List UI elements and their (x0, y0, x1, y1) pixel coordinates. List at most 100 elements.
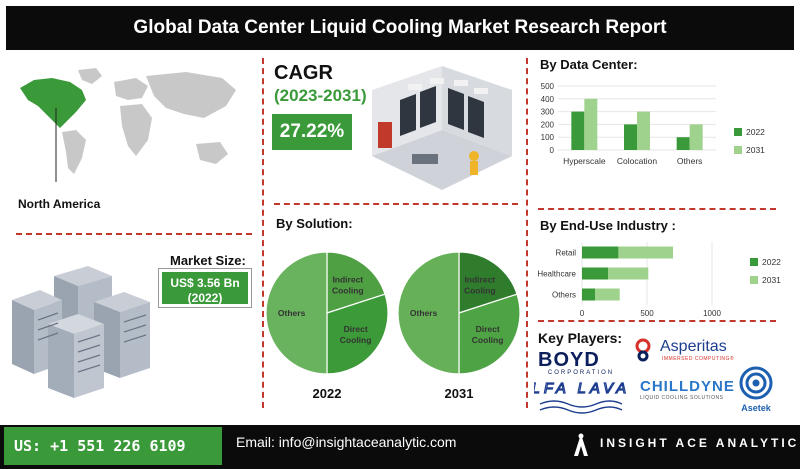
rack-tops (408, 78, 488, 94)
solution-title: By Solution: (276, 216, 353, 231)
y-tick-label: Retail (556, 249, 577, 258)
hbar-healthcare-2022 (582, 267, 608, 280)
asetek-symbol-icon (739, 366, 773, 400)
pie-label-indirect-cooling: Cooling (332, 285, 364, 295)
email-contact[interactable]: Email: info@insightaceanalytic.com (236, 434, 457, 450)
chilldyne-logo-sub: LIQUID COOLING SOLUTIONS (640, 395, 724, 401)
key-players-title: Key Players: (538, 330, 623, 346)
region-label: North America (18, 197, 101, 211)
pie-slice-direct-cooling (458, 293, 521, 375)
rack-row (400, 86, 484, 138)
divider-cagr (274, 203, 518, 205)
legend-label-2022: 2022 (746, 127, 765, 137)
legend-swatch-2031 (734, 146, 742, 154)
chilldyne-logo: CHILLDYNE LIQUID COOLING SOLUTIONS (640, 378, 735, 401)
boyd-logo: BOYD CORPORATION (538, 350, 624, 377)
y-tick-label: 100 (541, 133, 555, 142)
page-title: Global Data Center Liquid Cooling Market… (6, 6, 794, 50)
map-south-america (62, 130, 86, 174)
cagr-title: CAGR (274, 62, 333, 84)
cagr-years: (2023-2031) (274, 86, 367, 105)
bar-others-2022 (676, 137, 690, 150)
server-racks-illustration (12, 266, 150, 398)
brand-logo-icon (574, 433, 588, 456)
pie-year-2022: 2022 (312, 386, 342, 401)
divider-center-right (538, 208, 776, 210)
data-center-chart-title: By Data Center: (540, 57, 638, 72)
pie-year-2031: 2031 (444, 386, 474, 401)
y-tick-label: Healthcare (537, 270, 576, 279)
hbar-healthcare-2031 (608, 267, 649, 280)
y-tick-label: 400 (541, 95, 555, 104)
pie-label-others: Others (278, 308, 306, 318)
bar-colocation-2031 (637, 111, 650, 150)
pie-slice-indirect-cooling (326, 251, 386, 314)
y-tick-label: 300 (541, 108, 555, 117)
asetek-logo: Asetek (736, 366, 776, 413)
pie-label-indirect-cooling: Cooling (464, 285, 496, 295)
workstation-desk (412, 154, 438, 164)
market-size-title: Market Size: (170, 253, 246, 268)
alfa-laval-logo: ALFA LAVAL (516, 376, 639, 416)
alfa-laval-wordmark: ALFA LAVAL (516, 379, 639, 414)
alfa-wordmark-top: ALFA LAVAL (534, 380, 626, 397)
legend-label-2031: 2031 (762, 275, 781, 285)
worker-figure (469, 151, 479, 161)
phone-contact[interactable]: US: +1 551 226 6109 (4, 427, 222, 465)
hbar-retail-2031 (618, 246, 673, 259)
x-tick-label: 0 (580, 309, 585, 318)
map-africa (120, 104, 152, 156)
map-asia (146, 72, 236, 118)
end-use-chart-title: By End-Use Industry : (540, 218, 676, 233)
asetek-logo-text: Asetek (741, 403, 771, 413)
cagr-value: 27.22% (272, 114, 352, 150)
market-size-year: (2022) (187, 291, 223, 305)
boyd-logo-sub: CORPORATION (547, 370, 615, 376)
pie-slice-others (265, 251, 328, 375)
divider-right (526, 58, 528, 408)
world-map (20, 68, 236, 182)
map-greenland (78, 68, 102, 84)
room-floor (372, 130, 512, 190)
brand-name: INSIGHT ACE ANALYTIC (600, 436, 800, 450)
market-size-box: US$ 3.56 Bn (2022) (158, 268, 252, 308)
pie-slice-indirect-cooling (458, 251, 518, 314)
map-australia (196, 142, 228, 164)
x-tick-label: Others (677, 156, 703, 166)
market-size-value: US$ 3.56 Bn (170, 276, 240, 290)
pie-label-direct-cooling: Direct (344, 324, 368, 334)
pie-label-others: Others (410, 308, 438, 318)
x-tick-label: 1000 (703, 309, 721, 318)
legend-swatch-2022 (734, 128, 742, 136)
server-slots (37, 312, 147, 373)
data-center-illustration (372, 66, 512, 190)
pie-label-indirect-cooling: Indirect (332, 274, 363, 284)
bar-hyperscale-2031 (584, 98, 598, 150)
bar-hyperscale-2022 (571, 111, 585, 150)
chilldyne-logo-text: CHILLDYNE (640, 378, 735, 395)
x-tick-label: Colocation (617, 156, 657, 166)
divider-left (262, 58, 264, 408)
legend-swatch-2031 (750, 276, 758, 284)
pie-label-direct-cooling: Cooling (340, 335, 372, 345)
pie-label-direct-cooling: Cooling (472, 335, 504, 345)
pie-slice-others (397, 251, 460, 375)
bar-colocation-2022 (624, 124, 637, 150)
server-rack-front (48, 314, 104, 398)
x-tick-label: 500 (640, 309, 654, 318)
hbar-others-2031 (595, 288, 620, 301)
asperitas-symbol-icon (635, 338, 651, 362)
hbar-retail-2022 (582, 246, 619, 259)
legend-swatch-2022 (750, 258, 758, 266)
y-tick-label: 500 (541, 82, 555, 91)
x-tick-label: Hyperscale (563, 156, 606, 166)
asperitas-logo-sub: IMMERSED COMPUTING® (662, 356, 735, 362)
divider-players (538, 320, 776, 322)
asperitas-logo-text: Asperitas (660, 338, 727, 355)
y-tick-label: Others (552, 291, 576, 300)
data-center-bar-chart: 0 100 200 300 400 500 Hyperscale Colocation Othe… (541, 82, 766, 166)
end-use-bar-chart: 0 500 1000 Retail Healthcare Others 2022 2031 (537, 242, 781, 318)
pie-slice-direct-cooling (326, 293, 389, 375)
